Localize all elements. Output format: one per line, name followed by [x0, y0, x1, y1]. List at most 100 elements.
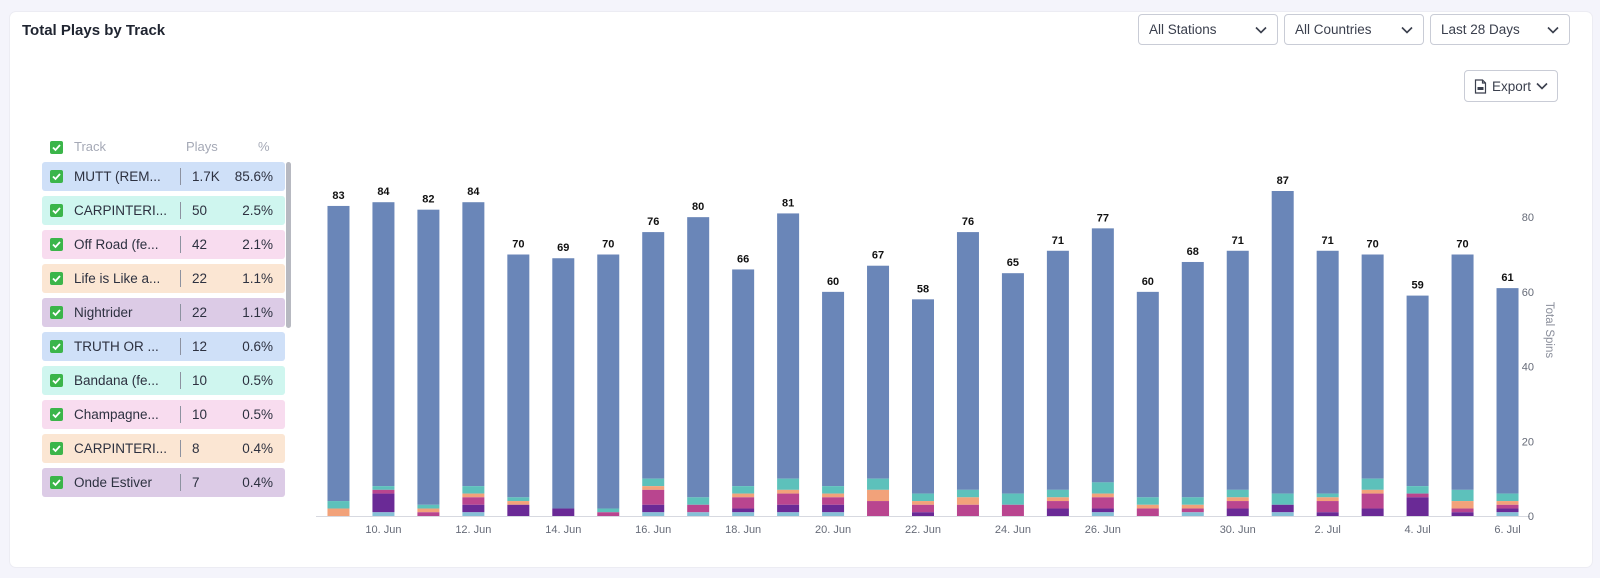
- check-icon: [52, 207, 61, 215]
- bar-segment: [822, 497, 845, 505]
- track-checkbox[interactable]: [50, 238, 63, 251]
- bar-segment: [1091, 497, 1114, 509]
- legend-row[interactable]: Bandana (fe... 10 0.5%: [42, 366, 285, 395]
- bar-segment: [1496, 512, 1519, 516]
- check-icon: [52, 309, 61, 317]
- bar-segment: [597, 512, 620, 516]
- bar-segment: [687, 497, 710, 505]
- track-checkbox[interactable]: [50, 272, 63, 285]
- x-tick-label: 24. Jun: [995, 524, 1031, 536]
- bar-segment: [822, 493, 845, 498]
- bar-segment: [462, 497, 485, 505]
- bar-segment: [1361, 478, 1384, 490]
- legend-row[interactable]: CARPINTERI... 8 0.4%: [42, 434, 285, 463]
- track-checkbox[interactable]: [50, 442, 63, 455]
- bar-segment: [1046, 497, 1069, 502]
- legend-row[interactable]: Onde Estiver 7 0.4%: [42, 468, 285, 497]
- bar-segment: [327, 508, 350, 516]
- bar-segment: [822, 512, 845, 516]
- bar-segment: [687, 504, 710, 513]
- track-plays: 10: [192, 373, 208, 388]
- legend-row[interactable]: Off Road (fe... 42 2.1%: [42, 230, 285, 259]
- legend-row[interactable]: Champagne... 10 0.5%: [42, 400, 285, 429]
- bar-segment: [1361, 493, 1384, 509]
- bar-segment: [462, 202, 485, 487]
- track-plays: 22: [192, 305, 208, 320]
- track-plays: 22: [192, 271, 208, 286]
- x-tick-label: 14. Jun: [545, 524, 581, 536]
- track-checkbox[interactable]: [50, 340, 63, 353]
- bar-segment: [417, 504, 440, 509]
- bar-segment: [1046, 508, 1069, 516]
- bar-segment: [867, 478, 890, 490]
- bar-segment: [956, 232, 979, 490]
- bar-segment: [1271, 493, 1294, 505]
- track-plays: 12: [192, 339, 208, 354]
- data-label: 71: [1322, 235, 1334, 247]
- divider: [180, 372, 181, 389]
- bar-segment: [1451, 501, 1474, 509]
- bar-segment: [1361, 508, 1384, 516]
- data-label: 60: [827, 276, 839, 288]
- track-name: CARPINTERI...: [74, 441, 168, 456]
- chevron-down-icon: [1401, 26, 1413, 34]
- legend-row[interactable]: CARPINTERI... 50 2.5%: [42, 196, 285, 225]
- countries-filter[interactable]: All Countries: [1284, 14, 1424, 45]
- bar-segment: [642, 489, 665, 505]
- legend-row[interactable]: Life is Like a... 22 1.1%: [42, 264, 285, 293]
- bar-segment: [1046, 489, 1069, 498]
- track-plays: 42: [192, 237, 208, 252]
- track-checkbox[interactable]: [50, 408, 63, 421]
- bar-segment: [1406, 493, 1429, 498]
- bar-segment: [417, 508, 440, 513]
- legend-scrollbar[interactable]: [286, 162, 291, 328]
- legend-row[interactable]: Nightrider 22 1.1%: [42, 298, 285, 327]
- bar-segment: [1496, 493, 1519, 502]
- track-checkbox[interactable]: [50, 170, 63, 183]
- track-percent: 0.4%: [242, 475, 273, 490]
- legend-row[interactable]: MUTT (REM... 1.7K 85.6%: [42, 162, 285, 191]
- x-tick-label: 2. Jul: [1315, 524, 1341, 536]
- bar-segment: [867, 265, 890, 479]
- bar-segment: [1181, 512, 1204, 516]
- y-tick-label: 0: [1528, 511, 1534, 523]
- bar-segment: [912, 504, 934, 513]
- x-tick-label: 22. Jun: [905, 524, 941, 536]
- bar-segment: [1091, 493, 1114, 498]
- legend-list: MUTT (REM... 1.7K 85.6% CARPINTERI... 50 2.5%…: [42, 162, 285, 502]
- track-checkbox[interactable]: [50, 204, 63, 217]
- track-percent: 0.6%: [242, 339, 273, 354]
- data-label: 84: [467, 186, 480, 198]
- bar-segment: [822, 504, 845, 513]
- bar-segment: [912, 299, 934, 494]
- track-checkbox[interactable]: [50, 306, 63, 319]
- chevron-down-icon: [1547, 26, 1559, 34]
- bar-segment: [1226, 508, 1249, 516]
- x-tick-label: 26. Jun: [1085, 524, 1121, 536]
- stations-filter[interactable]: All Stations: [1138, 14, 1278, 45]
- date-range-filter[interactable]: Last 28 Days: [1430, 14, 1570, 45]
- select-all-checkbox[interactable]: [50, 141, 63, 154]
- bar-segment: [777, 478, 800, 490]
- check-icon: [52, 144, 61, 152]
- divider: [180, 406, 181, 423]
- bar-segment: [956, 489, 979, 498]
- legend-row[interactable]: TRUTH OR ... 12 0.6%: [42, 332, 285, 361]
- track-percent: 0.4%: [242, 441, 273, 456]
- export-button[interactable]: Export: [1464, 70, 1558, 102]
- bar-segment: [642, 486, 665, 490]
- bar-segment: [1001, 273, 1024, 494]
- bar-segment: [1091, 228, 1114, 483]
- data-label: 81: [782, 197, 794, 209]
- track-percent: 2.5%: [242, 203, 273, 218]
- legend-header-track: Track: [74, 139, 107, 154]
- track-checkbox[interactable]: [50, 374, 63, 387]
- bar-segment: [1406, 497, 1429, 516]
- track-percent: 0.5%: [242, 407, 273, 422]
- track-percent: 0.5%: [242, 373, 273, 388]
- track-checkbox[interactable]: [50, 476, 63, 489]
- bar-segment: [1496, 504, 1519, 509]
- bar-segment: [327, 205, 350, 502]
- bar-segment: [687, 512, 710, 516]
- data-label: 70: [602, 239, 614, 251]
